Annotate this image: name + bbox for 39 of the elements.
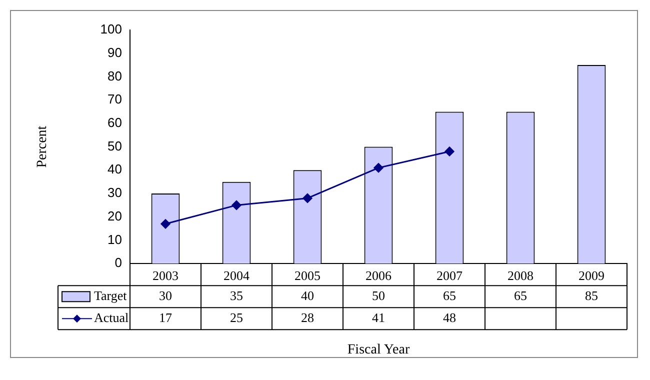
data-label: 25 bbox=[230, 310, 243, 326]
point bbox=[302, 193, 312, 203]
point bbox=[374, 163, 384, 173]
y-tick-label: 20 bbox=[108, 208, 122, 224]
y-axis-title: Percent bbox=[35, 126, 50, 168]
legend-label: Actual bbox=[94, 310, 130, 326]
y-tick-label: 100 bbox=[100, 22, 122, 37]
y-tick-label: 70 bbox=[108, 92, 122, 107]
y-tick-label: 60 bbox=[108, 115, 122, 130]
y-tick-label: 50 bbox=[108, 138, 122, 154]
x-tick-label: 2009 bbox=[578, 268, 604, 283]
data-label: 35 bbox=[230, 288, 243, 304]
x-tick-label: 2004 bbox=[224, 268, 250, 283]
x-tick-label: 2005 bbox=[294, 268, 320, 283]
point bbox=[232, 200, 242, 210]
x-tick-label: 2008 bbox=[508, 268, 534, 283]
x-tick-label: 2006 bbox=[366, 268, 392, 283]
data-label: 48 bbox=[443, 310, 456, 326]
data-label: 85 bbox=[585, 288, 598, 304]
legend-label: Target bbox=[94, 288, 128, 304]
data-label: 28 bbox=[301, 310, 314, 326]
data-label: 30 bbox=[159, 288, 172, 304]
x-tick-label: 2007 bbox=[436, 268, 463, 283]
point bbox=[444, 146, 454, 156]
data-label: 41 bbox=[372, 310, 385, 326]
y-tick-label: 10 bbox=[108, 232, 122, 247]
y-tick-label: 0 bbox=[114, 255, 122, 270]
x-tick-label: 2003 bbox=[152, 268, 178, 283]
x-axis-title: Fiscal Year bbox=[347, 342, 410, 358]
data-label: 50 bbox=[372, 288, 385, 304]
y-tick-label: 40 bbox=[108, 162, 122, 177]
y-tick-label: 30 bbox=[108, 185, 122, 200]
y-tick-label: 90 bbox=[108, 44, 122, 60]
data-label: 65 bbox=[514, 288, 527, 304]
data-label: 40 bbox=[301, 288, 314, 304]
data-label: 65 bbox=[443, 288, 456, 304]
y-tick-label: 80 bbox=[108, 68, 122, 84]
data-label: 17 bbox=[159, 310, 172, 326]
point bbox=[160, 219, 170, 229]
